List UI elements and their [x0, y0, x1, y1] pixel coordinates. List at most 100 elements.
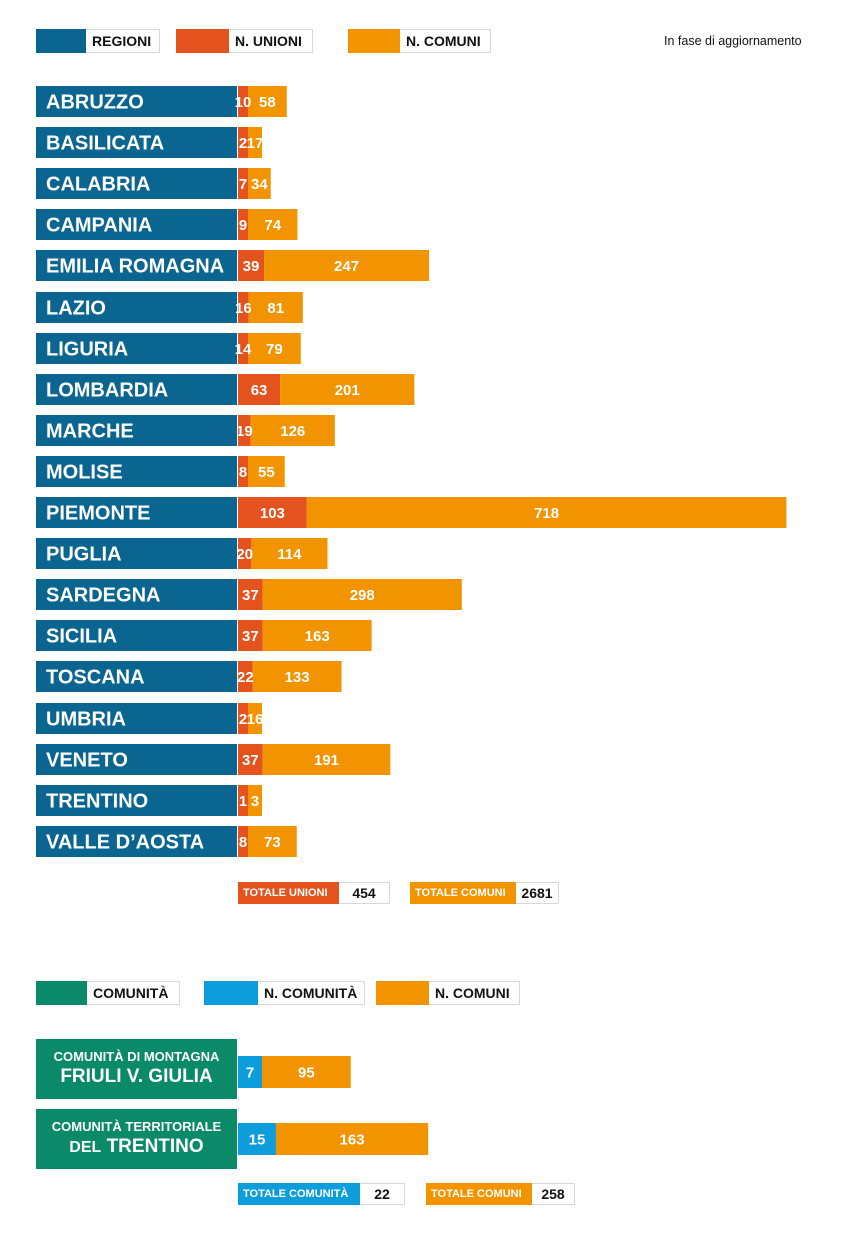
region-label-piemonte: PIEMONTE — [46, 503, 150, 525]
comunita-chart: 7 95 15 163 — [238, 1056, 429, 1155]
label-comuni-comunita-2: 163 — [340, 1132, 365, 1149]
region-label-emilia-romagna: EMILIA ROMAGNA — [46, 256, 224, 278]
totale-unioni-value: 454 — [339, 882, 390, 904]
region-label-valle-d-aosta: VALLE D’AOSTA — [46, 832, 204, 854]
label-comuni-sardegna: 298 — [350, 587, 375, 604]
totale-unioni-box: TOTALE UNIONI 454 — [238, 882, 390, 904]
bar-unioni-sicilia — [238, 620, 263, 651]
update-note: In fase di aggiornamento — [664, 34, 802, 48]
bar-comuni-piemonte — [306, 497, 787, 528]
label-unioni-trentino: 1 — [239, 793, 247, 810]
legend-n-comunita-label: N. COMUNITÀ — [258, 981, 365, 1005]
legend-unioni-label: N. UNIONI — [229, 29, 313, 53]
bar-unioni-molise — [238, 456, 248, 487]
bar-comuni-trentino — [248, 785, 262, 816]
region-label-bg-basilicata — [36, 127, 237, 158]
label-comuni-lombardia: 201 — [335, 382, 360, 399]
region-label-liguria: LIGURIA — [46, 339, 128, 361]
label-unioni-lazio: 16 — [235, 300, 252, 317]
bar-unioni-piemonte — [238, 497, 307, 528]
label-comuni-umbria: 16 — [247, 711, 264, 728]
region-label-bg-calabria — [36, 168, 237, 199]
bar-comuni-toscana — [252, 661, 342, 692]
bar-unioni-calabria — [238, 168, 248, 199]
label-comuni-emilia-romagna: 247 — [334, 258, 359, 275]
label-unioni-valle-d-aosta: 8 — [239, 834, 247, 851]
bar-comuni-campania — [248, 209, 298, 240]
bar-unioni-sardegna — [238, 579, 263, 610]
bar-comuni-sicilia — [262, 620, 372, 651]
region-label-umbria: UMBRIA — [46, 709, 126, 731]
totale-comuni-box: TOTALE COMUNI 2681 — [410, 882, 559, 904]
comunita-trentino-line2-pre: DEL — [69, 1138, 102, 1156]
legend-comuni-bottom: N. COMUNI — [376, 981, 520, 1005]
bar-unioni-lombardia — [238, 374, 281, 405]
region-label-sardegna: SARDEGNA — [46, 585, 160, 607]
region-label-bg-umbria — [36, 703, 237, 734]
label-unioni-emilia-romagna: 39 — [243, 258, 260, 275]
comunita-trentino-line2-wrap: DEL TRENTINO — [69, 1135, 203, 1160]
legend-comunita: COMUNITÀ — [36, 981, 180, 1005]
region-label-bg-sicilia — [36, 620, 237, 651]
totale-unioni-label: TOTALE UNIONI — [238, 882, 339, 904]
comunita-montagna-line2: FRIULI V. GIULIA — [60, 1066, 213, 1087]
region-label-toscana: TOSCANA — [46, 667, 145, 689]
region-label-bg-puglia — [36, 538, 237, 569]
region-label-bg-campania — [36, 209, 237, 240]
bar-comuni-comunita-2 — [275, 1123, 429, 1155]
region-label-bg-valle-d-aosta — [36, 826, 237, 857]
bar-comuni-emilia-romagna — [264, 250, 430, 281]
label-comuni-puglia: 114 — [277, 546, 302, 563]
region-label-bg-emilia-romagna — [36, 250, 237, 281]
bar-unioni-umbria — [238, 703, 248, 734]
comunita-montagna-label: COMUNITÀ DI MONTAGNA FRIULI V. GIULIA — [36, 1039, 237, 1099]
label-unioni-umbria: 2 — [239, 711, 247, 728]
bar-unioni-abruzzo — [238, 86, 248, 117]
region-label-bg-sardegna — [36, 579, 237, 610]
bar-comuni-sardegna — [262, 579, 462, 610]
comunita-trentino-label: COMUNITÀ TERRITORIALE DEL TRENTINO — [36, 1109, 237, 1169]
bar-comuni-veneto — [262, 744, 391, 775]
region-label-veneto: VENETO — [46, 750, 128, 772]
legend-comuni-label: N. COMUNI — [400, 29, 491, 53]
label-comuni-liguria: 79 — [266, 341, 283, 358]
label-comuni-toscana: 133 — [285, 669, 310, 686]
legend-comuni-bottom-label: N. COMUNI — [429, 981, 520, 1005]
region-label-bg-marche — [36, 415, 237, 446]
totale-comuni-label: TOTALE COMUNI — [410, 882, 516, 904]
label-unioni-puglia: 20 — [236, 546, 253, 563]
bar-comuni-puglia — [251, 538, 328, 569]
label-unioni-calabria: 7 — [239, 176, 247, 193]
label-unioni-campania: 9 — [239, 217, 247, 234]
label-unioni-basilicata: 2 — [239, 135, 247, 152]
legend-n-comunita: N. COMUNITÀ — [204, 981, 365, 1005]
region-label-sicilia: SICILIA — [46, 626, 117, 648]
label-comuni-marche: 126 — [280, 423, 305, 440]
bar-unioni-puglia — [238, 538, 252, 569]
bar-comuni-abruzzo — [248, 86, 287, 117]
bar-n-comunita-comunita-1 — [238, 1056, 262, 1088]
bar-comuni-comunita-1 — [262, 1056, 351, 1088]
region-label-campania: CAMPANIA — [46, 215, 152, 237]
label-n-comunita-comunita-2: 15 — [249, 1132, 266, 1149]
totale-comuni-bottom-label: TOTALE COMUNI — [426, 1183, 532, 1205]
bar-unioni-campania — [238, 209, 248, 240]
bar-unioni-veneto — [238, 744, 263, 775]
totale-comuni-value: 2681 — [516, 882, 559, 904]
totale-comunita-box: TOTALE COMUNITÀ 22 — [238, 1183, 405, 1205]
legend-unioni: N. UNIONI — [176, 29, 313, 53]
label-unioni-lombardia: 63 — [251, 382, 268, 399]
region-label-puglia: PUGLIA — [46, 544, 122, 566]
label-unioni-marche: 19 — [236, 423, 253, 440]
bar-unioni-valle-d-aosta — [238, 826, 248, 857]
bar-comuni-valle-d-aosta — [248, 826, 297, 857]
label-comuni-veneto: 191 — [314, 752, 339, 769]
label-comuni-abruzzo: 58 — [259, 94, 276, 111]
label-comuni-basilicata: 17 — [247, 135, 264, 152]
legend-regioni-label: REGIONI — [86, 29, 160, 53]
label-comuni-lazio: 81 — [267, 300, 284, 317]
totale-comuni-bottom-value: 258 — [532, 1183, 575, 1205]
label-unioni-liguria: 14 — [235, 341, 252, 358]
label-unioni-veneto: 37 — [242, 752, 259, 769]
